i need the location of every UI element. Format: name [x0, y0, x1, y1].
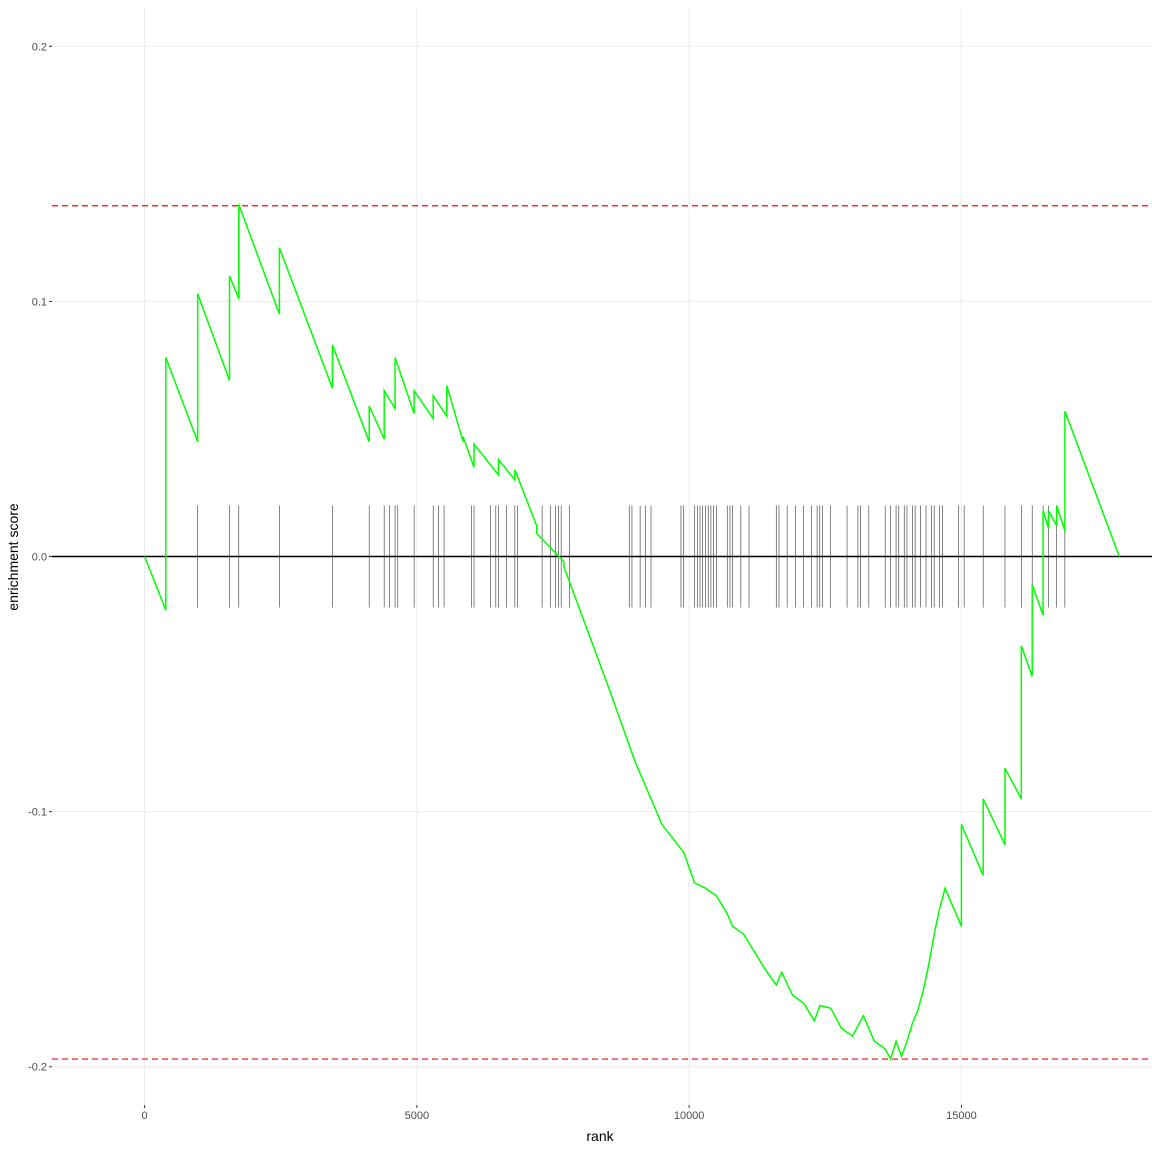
x-tick-labels: 0 5000 10000 15000 — [142, 1105, 977, 1122]
y-tick-label: 0.1 — [32, 296, 47, 308]
y-tick-labels: -0.2 -0.1 0.0 0.1 0.2 — [28, 41, 52, 1074]
x-tick-label: 5000 — [405, 1110, 429, 1122]
y-tick-label: -0.2 — [28, 1062, 47, 1074]
enrichment-score-line — [143, 204, 1121, 1062]
x-tick-label: 15000 — [946, 1110, 977, 1122]
y-axis-title: enrichment score — [5, 503, 21, 611]
y-tick-label: 0.2 — [32, 41, 47, 53]
x-axis-title: rank — [586, 1128, 614, 1144]
y-tick-label: 0.0 — [32, 552, 47, 564]
series-layer — [143, 204, 1121, 1062]
reference-lines — [52, 205, 1152, 1060]
x-tick-label: 10000 — [674, 1110, 705, 1122]
x-tick-label: 0 — [142, 1110, 148, 1122]
y-tick-label: -0.1 — [28, 807, 47, 819]
